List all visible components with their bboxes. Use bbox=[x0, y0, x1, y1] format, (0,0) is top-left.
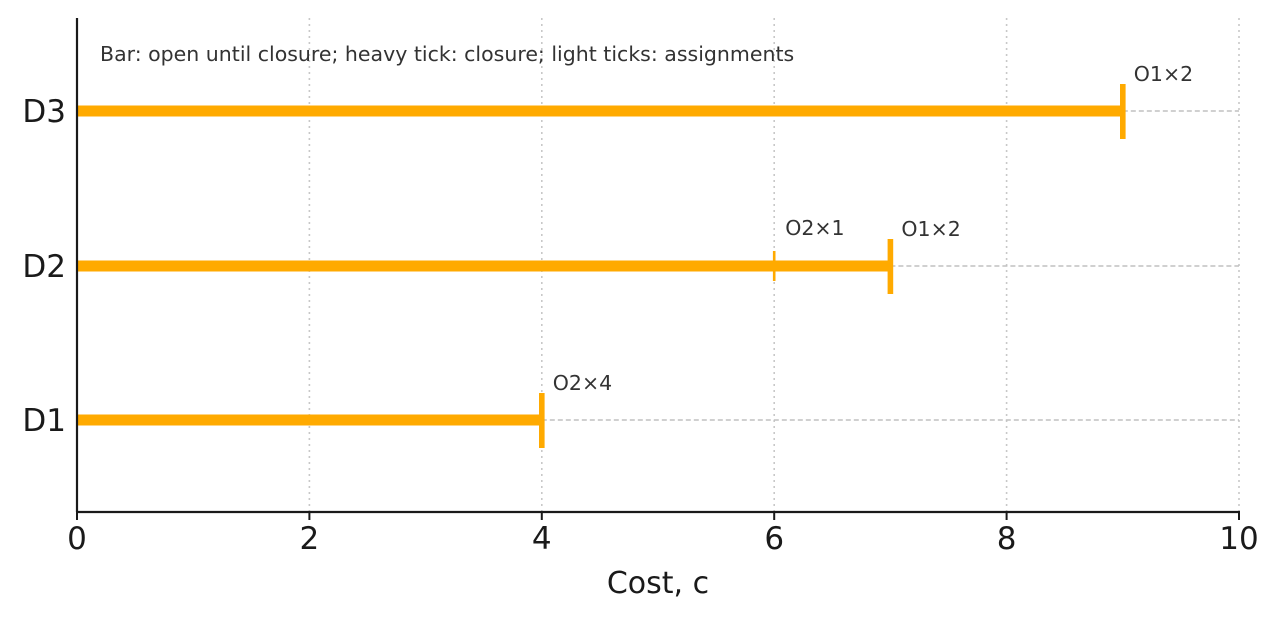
open-bar bbox=[77, 260, 891, 272]
closure-label: O1×2 bbox=[901, 217, 960, 241]
closure-tick bbox=[887, 239, 894, 294]
y-category-label: D1 bbox=[22, 403, 66, 439]
x-tick-label: 8 bbox=[997, 521, 1017, 557]
x-tick-label: 0 bbox=[67, 521, 87, 557]
assignment-label: O2×1 bbox=[785, 216, 844, 240]
x-tick-label: 4 bbox=[532, 521, 552, 557]
bar-layer bbox=[77, 105, 1123, 426]
x-tick-label: 6 bbox=[764, 521, 784, 557]
closure-tick bbox=[539, 393, 545, 448]
marker-layer bbox=[539, 84, 1126, 448]
closure-tick bbox=[1120, 84, 1126, 139]
open-bar bbox=[77, 414, 542, 426]
x-axis-title: Cost, c bbox=[607, 566, 709, 601]
x-tick-label: 10 bbox=[1219, 521, 1258, 557]
open-bar bbox=[77, 105, 1123, 117]
closure-label: O1×2 bbox=[1134, 62, 1193, 86]
closure-label: O2×4 bbox=[553, 371, 612, 395]
axis-layer bbox=[75, 18, 1240, 520]
x-tick-label: 2 bbox=[300, 521, 320, 557]
label-layer: 0 2 4 6 8 10 D1 D2 D3 O2×4 O1×2 O1×2 O2×1 bbox=[22, 62, 1258, 557]
chart-annotation: Bar: open until closure; heavy tick: clo… bbox=[100, 42, 794, 66]
assignment-tick bbox=[772, 251, 776, 281]
y-category-label: D2 bbox=[22, 249, 66, 285]
y-category-label: D3 bbox=[22, 94, 66, 130]
guide-layer bbox=[541, 110, 1239, 421]
